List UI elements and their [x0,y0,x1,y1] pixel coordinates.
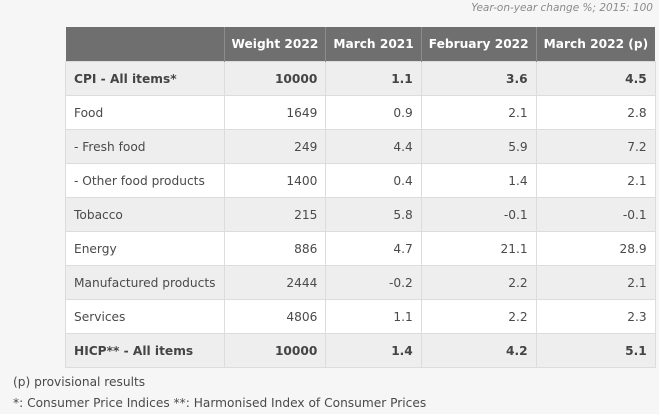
table-row: - Fresh food 249 4.4 5.9 7.2 [65,129,656,164]
march-2022-cell: -0.1 [535,197,656,232]
march-2022-cell: 4.5 [535,61,656,96]
march-2021-cell: 0.4 [325,163,422,198]
march-2022-cell: 28.9 [535,231,656,266]
march-2021-cell: 1.1 [325,61,422,96]
table-row: CPI - All items* 10000 1.1 3.6 4.5 [65,61,656,96]
table-row: HICP** - All items 10000 1.4 4.2 5.1 [65,333,656,368]
header-weight-2022: Weight 2022 [224,27,327,62]
table-row: Energy 886 4.7 21.1 28.9 [65,231,656,266]
march-2022-cell: 2.8 [535,95,656,130]
row-label: Tobacco [65,197,225,232]
row-label: - Other food products [65,163,225,198]
weight-cell: 249 [223,129,327,164]
header-march-2022: March 2022 (p) [536,27,656,62]
header-march-2021: March 2021 [325,27,422,62]
weight-cell: 886 [223,231,327,266]
header-february-2022: February 2022 [421,27,537,62]
table-row: Manufactured products 2444 -0.2 2.2 2.1 [65,265,656,300]
weight-cell: 1649 [223,95,327,130]
march-2021-cell: 1.4 [325,333,422,368]
march-2021-cell: 1.1 [325,299,422,334]
table-caption: Year-on-year change %; 2015: 100 [471,2,653,14]
march-2021-cell: 5.8 [325,197,422,232]
february-2022-cell: 3.6 [420,61,537,96]
february-2022-cell: 1.4 [420,163,537,198]
weight-cell: 10000 [223,333,327,368]
march-2021-cell: -0.2 [325,265,422,300]
row-label: Manufactured products [65,265,225,300]
note-abbreviations: *: Consumer Price Indices **: Harmonised… [13,396,427,410]
note-provisional: (p) provisional results [13,375,146,389]
march-2022-cell: 5.1 [535,333,656,368]
weight-cell: 2444 [223,265,327,300]
row-label: Energy [65,231,225,266]
march-2022-cell: 2.1 [535,163,656,198]
weight-cell: 10000 [223,61,327,96]
table-row: Services 4806 1.1 2.2 2.3 [65,299,656,334]
march-2021-cell: 4.4 [325,129,422,164]
weight-cell: 1400 [223,163,327,198]
row-label: CPI - All items* [65,61,225,96]
cpi-table: Weight 2022 March 2021 February 2022 Mar… [65,27,656,368]
february-2022-cell: 21.1 [420,231,537,266]
february-2022-cell: 2.2 [420,265,537,300]
row-label: HICP** - All items [65,333,225,368]
table-row: Tobacco 215 5.8 -0.1 -0.1 [65,197,656,232]
table-row: Food 1649 0.9 2.1 2.8 [65,95,656,130]
table-notes: (p) provisional results *: Consumer Pric… [13,372,426,414]
february-2022-cell: 2.2 [420,299,537,334]
header-row: Weight 2022 March 2021 February 2022 Mar… [65,27,656,62]
february-2022-cell: 4.2 [420,333,537,368]
february-2022-cell: -0.1 [420,197,537,232]
march-2022-cell: 2.1 [535,265,656,300]
weight-cell: 215 [223,197,327,232]
february-2022-cell: 2.1 [420,95,537,130]
row-label: - Fresh food [65,129,225,164]
table-row: - Other food products 1400 0.4 1.4 2.1 [65,163,656,198]
march-2022-cell: 7.2 [535,129,656,164]
march-2021-cell: 0.9 [325,95,422,130]
row-label: Food [65,95,225,130]
march-2022-cell: 2.3 [535,299,656,334]
weight-cell: 4806 [223,299,327,334]
row-label: Services [65,299,225,334]
march-2021-cell: 4.7 [325,231,422,266]
header-category [65,27,225,62]
february-2022-cell: 5.9 [420,129,537,164]
